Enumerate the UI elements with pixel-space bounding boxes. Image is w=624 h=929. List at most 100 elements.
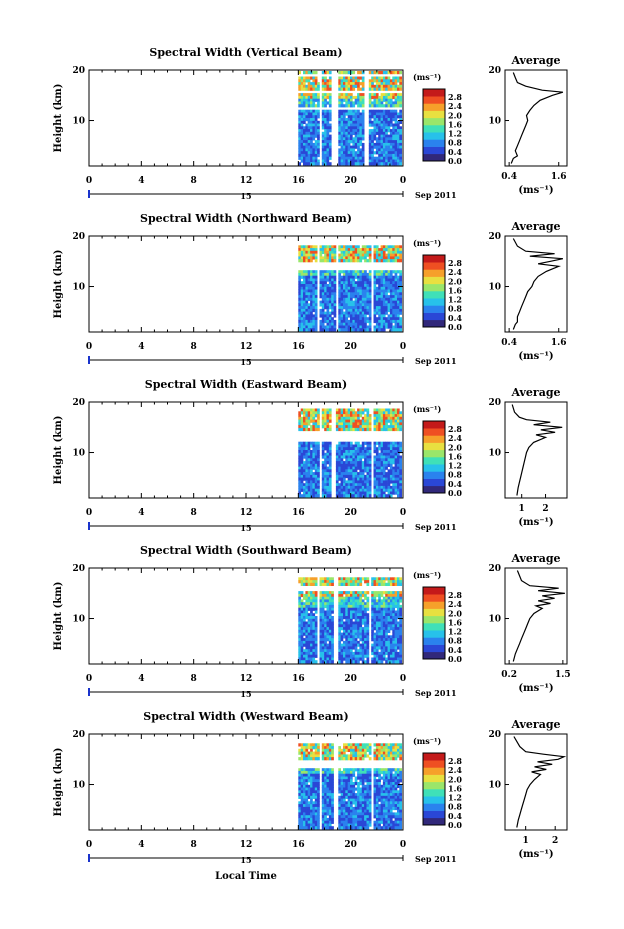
- heatmap-cell: [347, 278, 351, 282]
- heatmap-cell: [305, 98, 309, 102]
- heatmap-cell: [310, 823, 313, 827]
- heatmap-cell: [394, 289, 398, 293]
- heatmap-cell: [321, 284, 325, 288]
- heatmap-cell: [378, 87, 381, 91]
- heatmap-cell: [343, 84, 346, 88]
- heatmap-cell: [380, 295, 384, 299]
- heatmap-cell: [347, 488, 351, 492]
- heatmap-cell: [373, 112, 377, 116]
- heatmap-cell: [338, 414, 341, 418]
- heatmap-cell: [303, 272, 306, 277]
- heatmap-cell: [399, 256, 402, 260]
- heatmap-cell: [328, 463, 332, 467]
- heatmap-cell: [314, 599, 318, 603]
- heatmap-cell: [298, 137, 301, 141]
- average-y-tick-label: 20: [488, 232, 501, 242]
- heatmap-cell: [359, 463, 363, 467]
- heatmap-cell: [397, 79, 400, 83]
- heatmap-cell: [345, 618, 348, 622]
- heatmap-cell: [387, 286, 391, 290]
- heatmap-cell: [333, 300, 337, 304]
- heatmap-cell: [397, 93, 400, 97]
- heatmap-cell: [331, 649, 334, 653]
- heatmap-cell: [328, 259, 332, 263]
- heatmap-cell: [392, 76, 395, 80]
- heatmap-cell: [350, 416, 353, 420]
- heatmap-cell: [389, 455, 393, 459]
- heatmap-cell: [389, 275, 393, 279]
- heatmap-cell: [394, 427, 398, 432]
- heatmap-cell: [352, 416, 356, 420]
- heatmap-cell: [392, 145, 395, 149]
- heatmap-cell: [307, 599, 311, 603]
- heatmap-cell: [338, 328, 341, 332]
- heatmap-cell: [303, 137, 306, 141]
- heatmap-cell: [397, 422, 400, 426]
- heatmap-cell: [319, 278, 323, 282]
- heatmap-cell: [399, 248, 402, 252]
- heatmap-cell: [324, 610, 327, 614]
- heatmap-cell: [335, 488, 339, 492]
- heatmap-cell: [385, 98, 388, 102]
- heatmap-cell: [385, 142, 388, 147]
- heatmap-cell: [310, 93, 313, 97]
- heatmap-cell: [319, 253, 323, 257]
- heatmap-cell: [338, 162, 341, 166]
- heatmap-cell: [378, 306, 381, 310]
- heatmap-cell: [328, 153, 332, 158]
- heatmap-cell: [373, 649, 377, 653]
- heatmap-cell: [378, 624, 381, 628]
- heatmap-cell: [368, 328, 372, 332]
- heatmap-cell: [345, 591, 348, 595]
- heatmap-cell: [340, 134, 344, 138]
- heatmap-cell: [326, 591, 330, 595]
- heatmap-cell: [300, 104, 304, 108]
- heatmap-cell: [361, 488, 365, 492]
- heatmap-cell: [347, 129, 351, 133]
- heatmap-cell: [310, 491, 313, 495]
- heatmap-cell: [324, 248, 327, 252]
- heatmap-cell: [345, 248, 348, 252]
- heatmap-cell: [328, 447, 332, 451]
- heatmap-cell: [382, 145, 386, 149]
- heatmap-cell: [305, 447, 309, 451]
- heatmap-cell: [364, 488, 367, 492]
- heatmap-cell: [307, 444, 311, 448]
- heatmap-cell: [340, 599, 344, 603]
- heatmap-cell: [326, 278, 330, 282]
- heatmap-cell: [378, 295, 381, 299]
- heatmap-cell: [303, 256, 306, 260]
- heatmap-cell: [305, 156, 309, 160]
- heatmap-cell: [352, 591, 356, 595]
- heatmap-cell: [385, 408, 388, 412]
- heatmap-cell: [397, 447, 400, 451]
- heatmap-cell: [392, 123, 395, 127]
- heatmap-cell: [389, 297, 393, 301]
- heatmap-cell: [373, 162, 377, 166]
- heatmap-cell: [375, 477, 379, 481]
- heatmap-cell: [305, 654, 309, 658]
- y-tick-label: 20: [72, 232, 85, 242]
- heatmap-cell: [350, 444, 353, 448]
- heatmap-cell: [359, 322, 363, 326]
- heatmap-cell: [324, 115, 327, 119]
- heatmap-cell: [310, 140, 313, 144]
- heatmap-cell: [352, 602, 356, 606]
- heatmap-cell: [338, 272, 341, 277]
- heatmap-cell: [378, 319, 381, 324]
- heatmap-cell: [392, 485, 395, 490]
- heatmap-cell: [312, 272, 316, 277]
- heatmap-cell: [326, 145, 330, 149]
- heatmap-cell: [321, 483, 325, 487]
- heatmap-cell: [345, 297, 348, 301]
- heatmap-cell: [354, 248, 358, 252]
- heatmap-cell: [324, 145, 327, 149]
- heatmap-cell: [378, 250, 381, 254]
- heatmap-cell: [394, 159, 398, 163]
- heatmap-cell: [305, 806, 309, 811]
- heatmap-cell: [378, 610, 381, 614]
- heatmap-cell: [354, 651, 358, 656]
- heatmap-cell: [399, 463, 402, 467]
- heatmap-cell: [397, 292, 400, 296]
- heatmap-cell: [364, 618, 367, 622]
